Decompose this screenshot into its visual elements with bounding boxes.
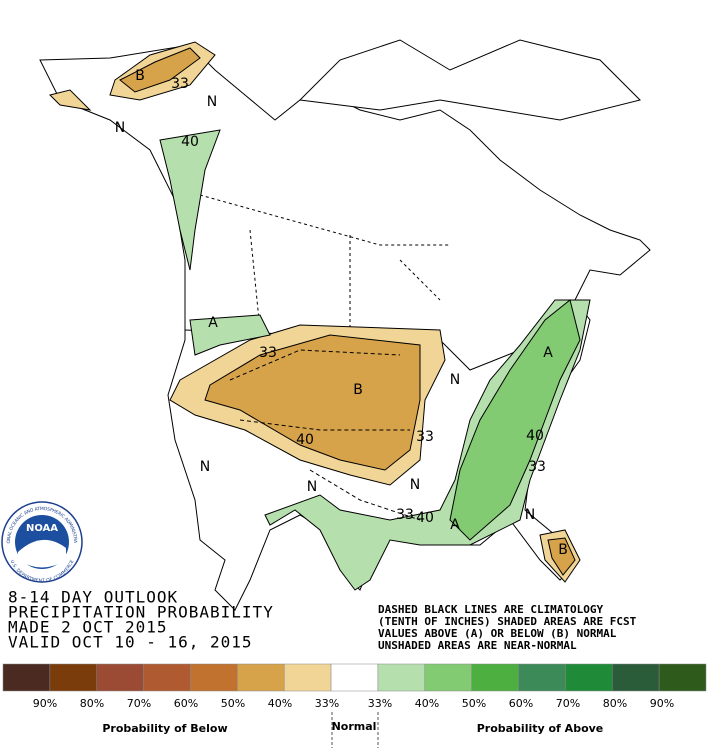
legend-label: 50% (462, 697, 486, 710)
header-line: VALID OCT 10 - 16, 2015 (8, 633, 253, 652)
header-line: PRECIPITATION PROBABILITY (8, 603, 274, 622)
note-line: (TENTH OF INCHES) SHADED AREAS ARE FCST (378, 615, 637, 628)
map-label: A (543, 345, 553, 361)
map-label: 40 (526, 428, 544, 444)
map-label: 33 (259, 345, 277, 361)
map-label: 33 (528, 459, 546, 475)
map-label: 40 (296, 432, 314, 448)
legend-label: 50% (221, 697, 245, 710)
swatch (377, 663, 426, 692)
map-label: 33 (171, 76, 189, 92)
legend-label: 90% (33, 697, 57, 710)
legend-label: 90% (650, 697, 674, 710)
legend: Probability of Below Normal Probability … (2, 663, 707, 748)
map-label: A (208, 315, 218, 331)
map-label: B (353, 382, 363, 398)
swatch (658, 663, 707, 692)
lake (298, 39, 641, 121)
map-label: N (115, 120, 125, 136)
map-label: N (525, 507, 535, 523)
swatch (2, 663, 51, 692)
swatch (471, 663, 519, 692)
note-line: VALUES ABOVE (A) OR BELOW (B) NORMAL (378, 627, 617, 640)
above-40 (449, 299, 581, 541)
legend-label: 60% (509, 697, 533, 710)
legend-title: Probability of Above (477, 722, 604, 735)
map-label: N (200, 459, 210, 475)
legend-label: 80% (603, 697, 627, 710)
logo-text: NOAA (26, 523, 58, 534)
legend-label: 40% (268, 697, 292, 710)
header: 8-14 DAY OUTLOOK PRECIPITATION PROBABILI… (8, 588, 274, 652)
map-label: A (450, 517, 460, 533)
map (39, 39, 651, 611)
swatch (565, 663, 613, 692)
legend-label: 80% (80, 697, 104, 710)
swatch (518, 663, 566, 692)
legend-title: Probability of Below (102, 722, 227, 735)
swatch (190, 663, 238, 692)
swatch (330, 663, 379, 692)
map-label: N (307, 479, 317, 495)
swatch (283, 663, 332, 692)
swatch (96, 663, 144, 692)
map-label: B (135, 68, 145, 84)
notes: DASHED BLACK LINES ARE CLIMATOLOGY (TENT… (378, 603, 637, 652)
map-label: 40 (416, 510, 434, 526)
border (199, 194, 450, 335)
below-40 (547, 537, 576, 576)
legend-title: Normal (332, 720, 377, 733)
logo-bird (18, 539, 66, 568)
header-line: 8-14 DAY OUTLOOK (8, 588, 178, 607)
below-40 (119, 47, 201, 93)
climatology-line (229, 349, 421, 521)
legend-label: 70% (127, 697, 151, 710)
legend-label: 33% (368, 697, 392, 710)
swatch (237, 663, 285, 692)
legend-label: 70% (556, 697, 580, 710)
map-label: N (207, 94, 217, 110)
map-label: N (410, 477, 420, 493)
legend-label: 60% (174, 697, 198, 710)
note-line: UNSHADED AREAS ARE NEAR-NORMAL (378, 639, 577, 652)
swatch (612, 663, 660, 692)
map-label: 33 (396, 507, 414, 523)
note-line: DASHED BLACK LINES ARE CLIMATOLOGY (378, 603, 604, 616)
map-label: 33 (416, 429, 434, 445)
map-labels: B 33 N N 40 A 33 B 40 33 N N N N 33 40 A… (115, 68, 568, 558)
map-label: B (558, 542, 568, 558)
below-40 (204, 334, 421, 471)
legend-label: 40% (415, 697, 439, 710)
swatch (49, 663, 97, 692)
map-label: N (450, 372, 460, 388)
legend-label: 33% (315, 697, 339, 710)
map-label: 40 (181, 134, 199, 150)
header-line: MADE 2 OCT 2015 (8, 618, 168, 637)
swatch (143, 663, 191, 692)
swatch (424, 663, 472, 692)
